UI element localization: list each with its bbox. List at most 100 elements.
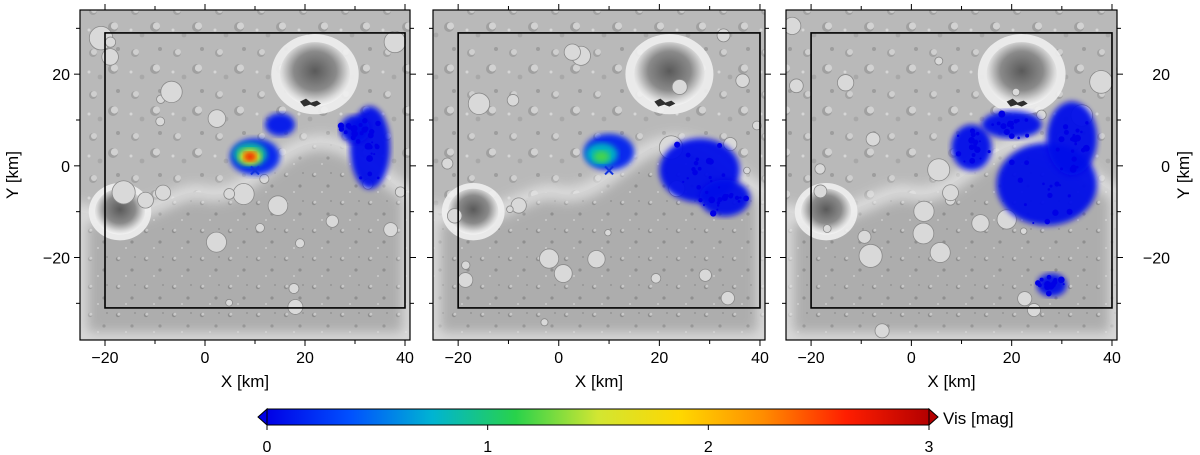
small-crater: [934, 56, 944, 66]
vis-speckle: [1058, 136, 1065, 143]
vis-speckle: [371, 141, 374, 144]
small-crater: [865, 131, 881, 147]
x-tick-label: 40: [751, 350, 769, 367]
vis-speckle: [702, 204, 706, 207]
vis-speckle: [1047, 188, 1051, 191]
small-crater: [506, 94, 520, 107]
small-crater: [1089, 70, 1113, 94]
vis-speckle: [1070, 164, 1077, 171]
vis-speckle: [359, 131, 364, 136]
small-crater: [232, 183, 255, 206]
vis-speckle: [1024, 160, 1030, 166]
vis-speckle: [1049, 184, 1053, 188]
small-crater: [743, 166, 751, 175]
colorbar-tick-label: 1: [483, 439, 492, 455]
small-crater: [857, 229, 872, 244]
small-crater: [287, 299, 304, 315]
vis-speckle: [362, 118, 368, 124]
small-crater: [650, 273, 662, 284]
small-crater: [160, 80, 183, 104]
model-domain-box: [810, 32, 1113, 309]
vis-speckle: [955, 151, 962, 157]
vis-speckle: [1050, 284, 1054, 288]
x-tick-label: 0: [907, 350, 916, 367]
vis-speckle: [710, 210, 717, 217]
vis-speckle: [705, 190, 709, 195]
small-crater: [927, 158, 951, 182]
small-crater: [587, 250, 606, 269]
panel-3: −20 0 20 40 X [km] −20 0 20 Y [km]: [780, 4, 1193, 391]
x-tick-label: 0: [201, 350, 210, 367]
vis-heatmap: [230, 106, 390, 189]
small-crater: [858, 243, 883, 268]
panel-1: −20 0 20 40 X [km] −20 0 20 Y [km]: [3, 4, 416, 391]
small-crater: [447, 208, 463, 224]
vis-speckle: [710, 179, 713, 183]
vis-speckle: [731, 193, 734, 196]
vis-speckle: [691, 167, 696, 172]
vis-speckle: [1085, 121, 1089, 125]
vis-speckle: [996, 121, 1001, 126]
axes-frame: [785, 9, 1118, 341]
vis-speckle: [367, 132, 374, 139]
vis-speckle: [1075, 128, 1080, 133]
small-crater: [604, 229, 612, 237]
vis-speckle: [717, 186, 721, 189]
vis-speckle: [1047, 192, 1053, 199]
vis-heatmap: [583, 133, 750, 217]
x-tick-label: −20: [798, 350, 825, 367]
main-crater: [986, 42, 1057, 107]
colorbar-label: Vis [mag]: [943, 409, 1014, 428]
vis-speckle: [1008, 133, 1015, 139]
vis-speckle: [366, 155, 373, 162]
small-crater: [971, 214, 990, 233]
vis-speckle: [721, 173, 726, 177]
vis-speckle: [716, 208, 719, 211]
vis-speckle: [979, 157, 982, 160]
colorbar: 0 1 2 3 Vis [mag]: [257, 407, 1014, 455]
crater-peak: [300, 98, 321, 107]
small-crater: [671, 79, 688, 95]
colorbar-over-triangle: [928, 407, 939, 427]
map-layer: [433, 10, 765, 340]
vis-speckle: [350, 125, 358, 133]
small-crater: [223, 188, 236, 200]
small-crater: [912, 222, 935, 245]
vis-speckle: [1011, 122, 1015, 126]
small-crater: [461, 260, 471, 270]
vis-speckle: [975, 131, 980, 136]
vis-speckle: [1062, 283, 1065, 286]
small-crater: [104, 36, 117, 48]
vis-speckle: [1063, 129, 1069, 135]
x-tick-label: 40: [1103, 350, 1121, 367]
vis-speckle: [963, 160, 966, 163]
small-crater: [1011, 87, 1021, 97]
vis-patch: [265, 113, 295, 137]
vis-speckle: [337, 122, 345, 129]
small-crater: [553, 264, 573, 283]
small-crater: [394, 186, 406, 198]
vis-speckle: [708, 196, 716, 204]
vis-speckle: [1045, 290, 1052, 297]
vis-speckle: [1080, 130, 1083, 134]
vis-speckle: [695, 157, 700, 162]
vis-speckle: [1025, 133, 1030, 138]
main-crater: [280, 42, 350, 107]
vis-speckle: [1070, 137, 1074, 142]
vis-speckle: [674, 141, 681, 148]
x-tick-label: −20: [445, 350, 472, 367]
small-crater: [913, 200, 935, 222]
x-axis-label: X [km]: [575, 372, 623, 391]
x-axis-label: X [km]: [927, 372, 975, 391]
small-crater: [111, 180, 136, 205]
vis-speckle: [725, 193, 729, 198]
model-domain-box: [457, 32, 761, 309]
vis-speckle: [1042, 182, 1045, 186]
vis-speckle: [1006, 122, 1012, 128]
vis-speckle: [971, 153, 976, 157]
small-crater: [155, 116, 166, 127]
vis-speckle: [1044, 281, 1051, 288]
small-crater: [752, 120, 762, 131]
vis-speckle: [1046, 274, 1052, 280]
vis-speckle: [998, 110, 1006, 118]
